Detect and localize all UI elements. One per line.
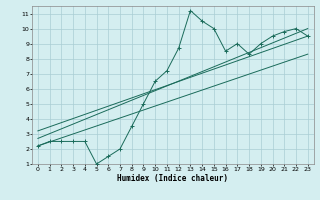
X-axis label: Humidex (Indice chaleur): Humidex (Indice chaleur) xyxy=(117,174,228,183)
